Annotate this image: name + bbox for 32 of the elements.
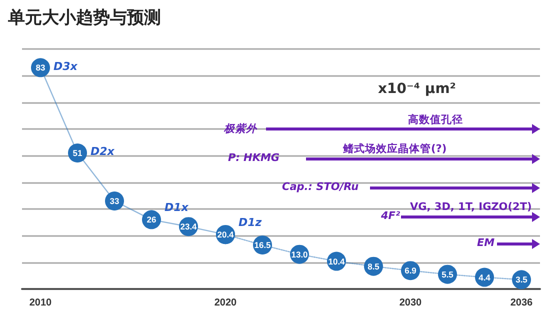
annotation: D3x xyxy=(54,60,78,73)
data-label: 3.5 xyxy=(516,274,528,285)
annotation: 鳍式场效应晶体管(?) xyxy=(343,142,447,156)
data-label: 51 xyxy=(72,148,82,158)
data-label: 8.5 xyxy=(368,261,380,272)
annotation: x10⁻⁴ μm² xyxy=(378,81,456,97)
x-tick-label: 2020 xyxy=(214,298,238,308)
annotation: D2x xyxy=(90,145,114,158)
data-label: 4.4 xyxy=(478,272,491,282)
annotation: VG, 3D, 1T, IGZO(2T) xyxy=(410,201,532,213)
chart-title: 单元大小趋势与预测 xyxy=(8,7,161,29)
x-tick-label: 2010 xyxy=(29,298,52,308)
annotation: 高数值孔径 xyxy=(408,113,463,127)
data-label: 23.4 xyxy=(180,222,198,232)
x-tick-label: 2030 xyxy=(399,298,422,308)
annotation: 4F² xyxy=(381,210,400,222)
data-label: 33 xyxy=(110,196,120,206)
annotation: D1x xyxy=(164,200,188,214)
annotation: EM xyxy=(477,237,495,249)
x-tick-label: 2036 xyxy=(510,298,534,308)
annotation: D1z xyxy=(238,216,262,229)
data-label: 5.5 xyxy=(442,269,454,280)
annotation: Cap.: STO/Ru xyxy=(282,181,359,193)
data-label: 26 xyxy=(146,214,156,225)
annotation: P: HKMG xyxy=(228,152,280,164)
data-label: 13.0 xyxy=(291,249,308,260)
data-label: 16.5 xyxy=(254,240,272,250)
data-label: 83 xyxy=(36,62,46,73)
annotation: 极紫外 xyxy=(224,122,257,136)
data-label: 10.4 xyxy=(328,256,346,266)
data-label: 20.4 xyxy=(217,230,234,240)
data-label: 6.9 xyxy=(404,266,417,276)
